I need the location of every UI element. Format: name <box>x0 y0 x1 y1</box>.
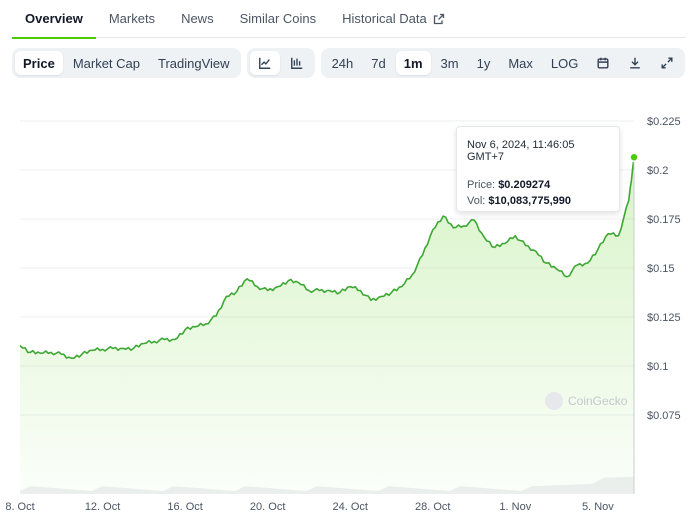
tab-historical-data[interactable]: Historical Data <box>329 0 458 38</box>
x-tick-label: 20. Oct <box>250 501 285 513</box>
line-chart-icon[interactable] <box>249 51 280 75</box>
y-axis-ticks: $0.225 $0.2 $0.175 $0.15 $0.125 $0.1 $0.075 <box>647 116 681 422</box>
candlestick-chart-icon[interactable] <box>282 51 312 75</box>
y-tick-label: $0.075 <box>647 410 681 422</box>
price-line <box>19 157 635 359</box>
tab-label: Markets <box>108 11 156 26</box>
x-tick-label: 16. Oct <box>167 501 202 513</box>
tab-label: Historical Data <box>342 11 427 26</box>
calendar-icon[interactable] <box>588 51 618 75</box>
tooltip-price-value: $0.209274 <box>498 179 551 191</box>
range-max-button[interactable]: Max <box>508 55 533 71</box>
tab-markets[interactable]: Markets <box>96 0 168 38</box>
tooltip-volume-label: Vol: <box>467 195 486 207</box>
y-tick-label: $0.125 <box>647 312 681 324</box>
hover-point <box>629 152 639 163</box>
external-link-icon <box>433 13 444 24</box>
range-24h-button[interactable]: 24h <box>331 55 354 71</box>
y-tick-label: $0.15 <box>647 263 675 275</box>
price-chart[interactable]: $0.225 $0.2 $0.175 $0.15 $0.125 $0.1 $0.075 8.… <box>0 100 696 522</box>
y-tick-label: $0.175 <box>647 214 681 226</box>
chart-type-tradingview-button[interactable]: TradingView <box>158 55 230 71</box>
y-tick-label: $0.1 <box>647 361 668 373</box>
tab-bar: Overview Markets News Similar Coins Historic… <box>12 0 686 39</box>
chart-type-market-cap-button[interactable]: Market Cap <box>72 55 141 71</box>
coingecko-watermark: CoinGecko <box>545 392 627 410</box>
price-tooltip: Nov 6, 2024, 11:46:05 GMT+7 Price: $0.20… <box>456 126 620 212</box>
fullscreen-icon[interactable] <box>652 51 682 75</box>
range-log-button[interactable]: LOG <box>550 55 579 71</box>
y-tick-label: $0.225 <box>647 116 681 128</box>
download-icon[interactable] <box>620 51 650 75</box>
x-tick-label: 5. Nov <box>582 501 614 513</box>
x-tick-label: 28. Oct <box>415 501 450 513</box>
x-tick-label: 8. Oct <box>5 501 34 513</box>
coingecko-logo-icon <box>545 392 563 410</box>
range-1m-button[interactable]: 1m <box>395 51 431 75</box>
chart-type-price-button[interactable]: Price <box>15 51 63 75</box>
x-axis-ticks: 8. Oct 12. Oct 16. Oct 20. Oct 24. Oct 28. Oc… <box>5 501 614 513</box>
tooltip-volume-value: $10,083,775,990 <box>488 195 572 207</box>
tab-label: Similar Coins <box>239 11 317 26</box>
chart-toolbar: Price Market Cap TradingView 24h 7d 1m 3m 1y Ma… <box>12 48 686 78</box>
range-buttons: 24h 7d 1m 3m 1y Max LOG <box>324 51 587 75</box>
tooltip-price-label: Price: <box>467 179 496 191</box>
price-area <box>20 157 634 495</box>
tooltip-date: Nov 6, 2024, 11:46:05 GMT+7 <box>467 139 575 163</box>
tab-similar-coins[interactable]: Similar Coins <box>227 0 330 38</box>
tooltip-price-row: Price: $0.209274 <box>467 179 609 191</box>
tab-label: News <box>181 11 214 26</box>
x-tick-label: 12. Oct <box>85 501 120 513</box>
tab-label: Overview <box>25 11 83 26</box>
tab-overview[interactable]: Overview <box>12 0 96 39</box>
range-1y-button[interactable]: 1y <box>476 55 491 71</box>
x-tick-label: 1. Nov <box>499 501 531 513</box>
tab-news[interactable]: News <box>168 0 227 38</box>
range-7d-button[interactable]: 7d <box>371 55 386 71</box>
watermark-text: CoinGecko <box>568 394 628 408</box>
view-group <box>246 48 315 78</box>
chart-type-group: Price Market Cap TradingView <box>12 48 241 78</box>
range-group: 24h 7d 1m 3m 1y Max LOG <box>320 48 686 78</box>
tooltip-volume-row: Vol: $10,083,775,990 <box>467 195 609 207</box>
y-tick-label: $0.2 <box>647 165 668 177</box>
range-3m-button[interactable]: 3m <box>440 55 459 71</box>
x-tick-label: 24. Oct <box>332 501 367 513</box>
